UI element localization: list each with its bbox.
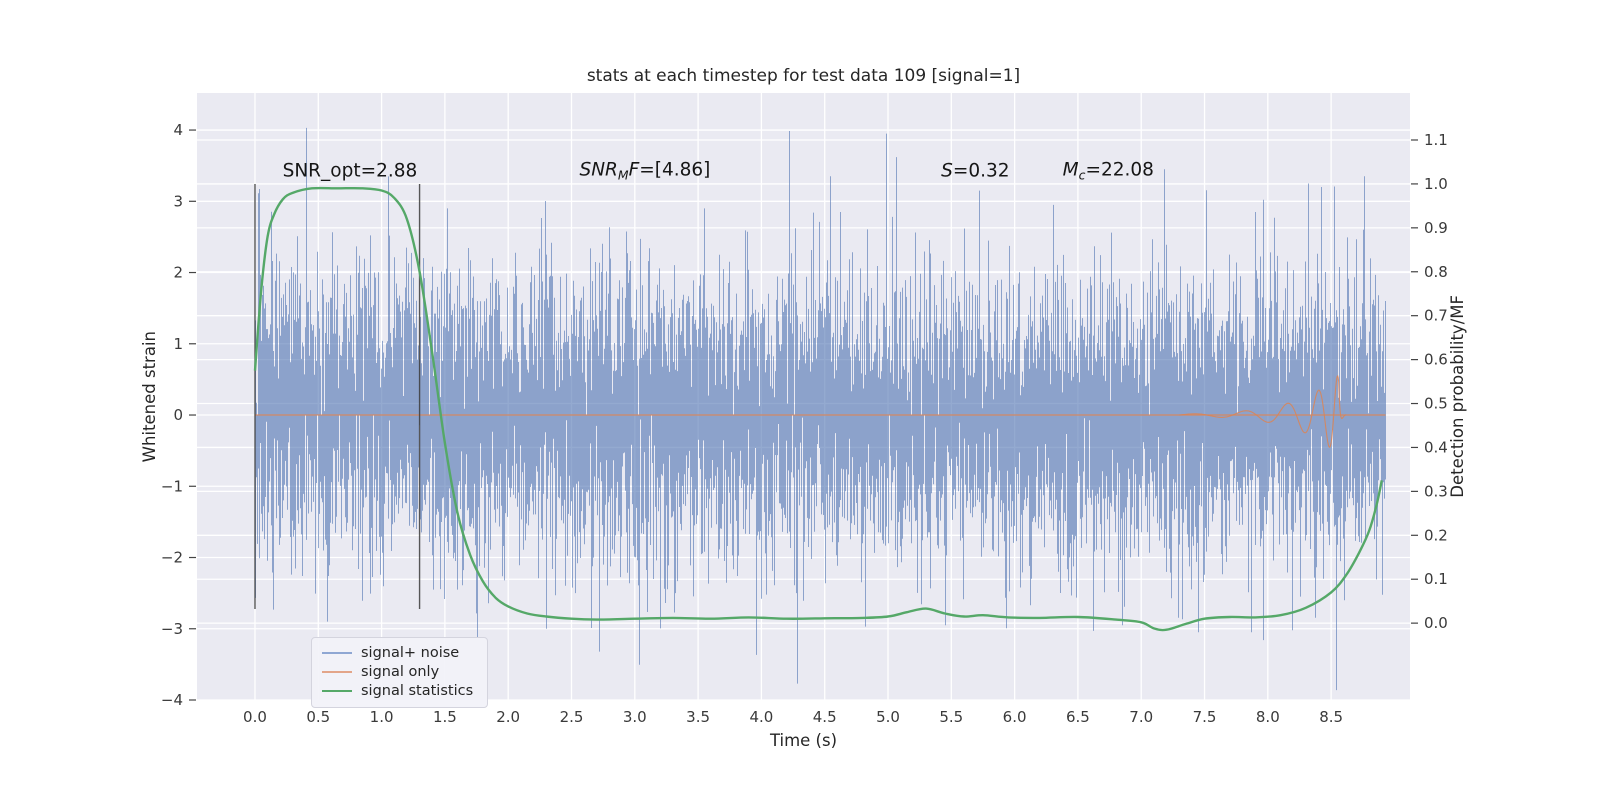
svg-text:2: 2	[173, 264, 183, 282]
annotation-text: SNR	[579, 159, 618, 181]
annotation-text: M	[1062, 159, 1079, 181]
legend-item-signal-only: signal only	[322, 664, 473, 680]
svg-text:0.2: 0.2	[1424, 526, 1448, 544]
legend: signal+ noise signal only signal statist…	[311, 637, 489, 708]
svg-text:7.5: 7.5	[1193, 708, 1217, 726]
annotation-text: =22.08	[1085, 159, 1154, 181]
svg-text:0.5: 0.5	[306, 708, 330, 726]
svg-text:−2: −2	[161, 549, 183, 567]
svg-text:1.5: 1.5	[433, 708, 457, 726]
annotation-chirp-mass: Mc=22.08	[1063, 160, 1154, 183]
legend-item-signal-plus-noise: signal+ noise	[322, 645, 473, 661]
svg-text:1: 1	[173, 335, 183, 353]
svg-text:−1: −1	[161, 477, 183, 495]
legend-label: signal only	[361, 664, 440, 680]
svg-text:−3: −3	[161, 620, 183, 638]
svg-text:0.3: 0.3	[1424, 482, 1448, 500]
annotation-text: S	[941, 160, 953, 182]
svg-text:−4: −4	[161, 691, 183, 709]
legend-item-signal-statistics: signal statistics	[322, 683, 473, 699]
legend-line-signal	[322, 671, 352, 673]
svg-text:8.5: 8.5	[1319, 708, 1343, 726]
svg-text:2.5: 2.5	[560, 708, 584, 726]
chart-title: stats at each timestep for test data 109…	[586, 66, 1021, 86]
legend-line-stats	[322, 690, 352, 692]
annotation-text: =0.32	[952, 160, 1010, 182]
svg-text:0.9: 0.9	[1424, 219, 1448, 237]
svg-text:7.0: 7.0	[1129, 708, 1153, 726]
right-y-axis-label: Detection probability/MF	[1447, 295, 1467, 498]
annotation-snr-opt: SNR_opt=2.88	[283, 161, 418, 182]
svg-text:1.1: 1.1	[1424, 131, 1448, 149]
left-y-axis-label: Whitened strain	[139, 330, 159, 463]
svg-text:3: 3	[173, 192, 183, 210]
legend-label: signal+ noise	[361, 645, 460, 661]
svg-text:0.1: 0.1	[1424, 570, 1448, 588]
annotation-text: SNR_opt=2.88	[282, 160, 418, 182]
svg-text:2.0: 2.0	[496, 708, 520, 726]
svg-text:1.0: 1.0	[370, 708, 394, 726]
svg-text:4: 4	[173, 121, 183, 139]
svg-text:0.8: 0.8	[1424, 263, 1448, 281]
x-axis-label: Time (s)	[769, 731, 838, 750]
legend-line-noise	[322, 652, 352, 654]
svg-text:0.0: 0.0	[1424, 614, 1448, 632]
svg-text:0.0: 0.0	[243, 708, 267, 726]
annotation-text: =[4.86]	[639, 159, 711, 181]
svg-text:6.0: 6.0	[1003, 708, 1027, 726]
svg-text:6.5: 6.5	[1066, 708, 1090, 726]
svg-text:0.5: 0.5	[1424, 395, 1448, 413]
svg-text:1.0: 1.0	[1424, 175, 1448, 193]
svg-text:3.5: 3.5	[686, 708, 710, 726]
annotation-text: c	[1078, 167, 1086, 183]
svg-text:3.0: 3.0	[623, 708, 647, 726]
annotation-snr-mf: SNRMF=[4.86]	[579, 160, 710, 183]
svg-text:0.4: 0.4	[1424, 438, 1448, 456]
annotation-text: M	[617, 167, 629, 183]
svg-text:4.5: 4.5	[813, 708, 837, 726]
legend-label: signal statistics	[361, 683, 474, 699]
svg-text:0.7: 0.7	[1424, 307, 1448, 325]
svg-text:4.0: 4.0	[749, 708, 773, 726]
svg-text:8.0: 8.0	[1256, 708, 1280, 726]
svg-text:0: 0	[173, 406, 183, 424]
svg-text:5.5: 5.5	[939, 708, 963, 726]
svg-text:5.0: 5.0	[876, 708, 900, 726]
svg-text:0.6: 0.6	[1424, 351, 1448, 369]
annotation-text: F	[628, 159, 640, 181]
annotation-s-stat: S=0.32	[941, 161, 1009, 182]
